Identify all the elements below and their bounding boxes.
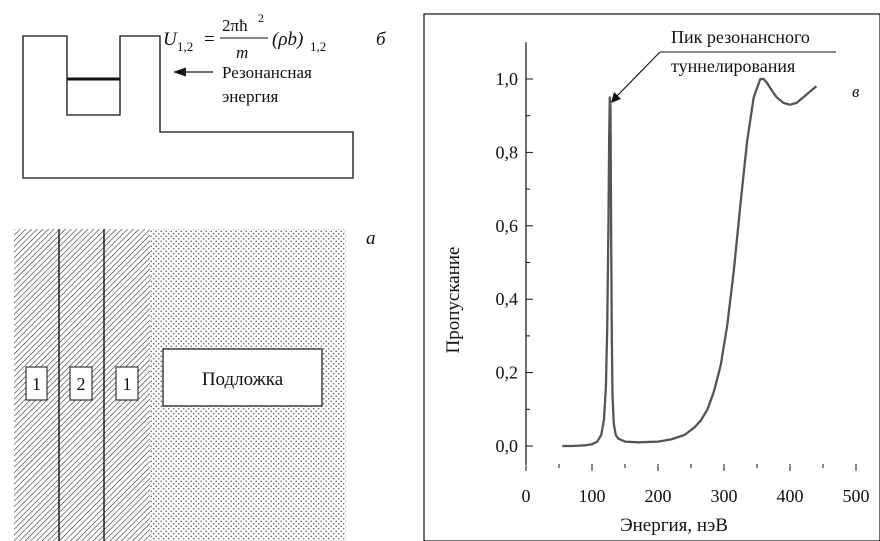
panel-letter-c: в: [852, 82, 860, 101]
y-tick-label: 0,6: [496, 216, 519, 236]
layer-label-box: [69, 366, 93, 401]
layer-label: 1: [123, 374, 132, 394]
y-tick-label: 0,4: [496, 289, 519, 309]
y-tick-label: 0,8: [496, 142, 519, 162]
peak-annotation-arrowhead: [611, 92, 621, 103]
transmission-curve: [562, 77, 818, 448]
potential-formula: U 1,2 = 2πħ 2 m (ρb) 1,2: [163, 11, 326, 62]
substrate-label-box: [162, 348, 323, 407]
x-tick-label: 200: [645, 486, 672, 506]
potential-well-outline: [22, 35, 354, 179]
resonant-energy-label-line2: энергия: [222, 87, 279, 106]
formula-numerator-power: 2: [258, 11, 264, 25]
peak-annotation-line1: Пик резонансного: [671, 27, 810, 47]
resonant-arrow-head: [173, 67, 186, 77]
x-tick-label: 400: [777, 486, 804, 506]
layer-structure-panel: 1 2 1 Подложка а: [14, 228, 376, 541]
y-tick-label: 0,2: [496, 363, 519, 383]
y-tick-label: 1,0: [496, 69, 519, 89]
y-axis-label: Пропускание: [443, 247, 464, 354]
potential-profile-panel: Резонансная энергия U 1,2 = 2πħ 2 m (ρb)…: [22, 11, 387, 179]
panel-letter-b: б: [376, 29, 387, 50]
x-tick-label: 500: [843, 486, 870, 506]
y-tick-label: 0,0: [496, 436, 519, 456]
formula-tail: (ρb): [272, 29, 303, 50]
formula-equals: =: [204, 29, 215, 50]
layer-label: 1: [32, 374, 41, 394]
layer-label-box: [115, 366, 139, 401]
substrate-label: Подложка: [202, 369, 284, 390]
layer-label: 2: [77, 374, 86, 394]
x-tick-label: 100: [579, 486, 606, 506]
transmission-chart: 0,0 0,2 0,4 0,6 0,8 1,0 0 100 200 300 400 500 Пропу…: [423, 13, 880, 541]
chart-frame: [423, 13, 880, 541]
x-tick-label: 0: [522, 486, 531, 506]
peak-annotation-pointer: [615, 51, 661, 98]
formula-tail-subscript: 1,2: [310, 39, 326, 54]
x-axis-label: Энергия, нэВ: [620, 515, 728, 536]
peak-annotation-line2: туннелирования: [671, 56, 795, 76]
x-tick-label: 300: [711, 486, 738, 506]
resonant-energy-label-line1: Резонансная: [222, 63, 312, 82]
layer-label-box: [25, 366, 48, 401]
formula-lhs-subscript: 1,2: [177, 39, 193, 54]
chart-axes: 0,0 0,2 0,4 0,6 0,8 1,0 0 100 200 300 400 500: [496, 42, 870, 506]
formula-numerator: 2πħ: [222, 16, 248, 35]
formula-denominator: m: [236, 43, 248, 62]
panel-letter-a: а: [366, 228, 376, 249]
formula-lhs: U: [163, 29, 178, 50]
